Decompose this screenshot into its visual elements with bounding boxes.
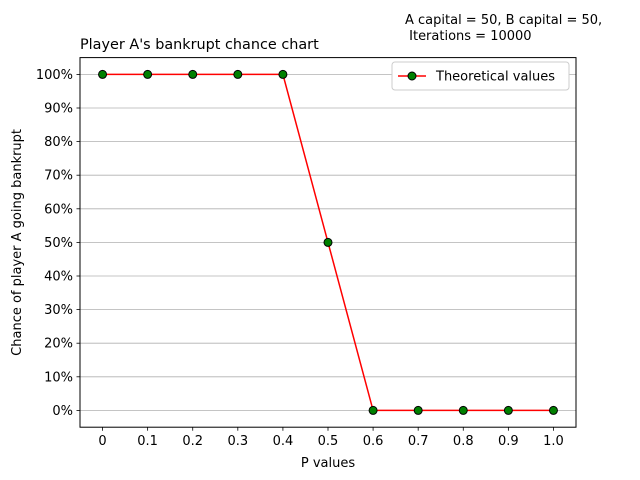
data-point — [323, 237, 333, 247]
legend-box — [391, 61, 570, 91]
x-axis: 0 0.1 0.2 0.3 0.4 0.5 0.6 0.7 0.8 0.9 1.0 — [98, 427, 564, 449]
data-point — [98, 69, 108, 79]
x-tick-label: 0.4 — [273, 434, 294, 449]
x-tick-label: 1.0 — [543, 434, 564, 449]
y-tick-label: 30% — [44, 303, 73, 318]
x-tick-label: 0.9 — [498, 434, 519, 449]
data-point — [143, 69, 153, 79]
data-point — [548, 405, 558, 415]
x-axis-label: P values — [301, 456, 355, 471]
y-tick-label: 20% — [44, 337, 73, 352]
y-tick-label: 10% — [44, 370, 73, 385]
data-point — [503, 405, 513, 415]
annotation-line-1: A capital = 50, B capital = 50, — [405, 13, 602, 28]
chart-title: Player A's bankrupt chance chart — [80, 37, 319, 53]
y-tick-label: 70% — [44, 169, 73, 184]
x-tick-label: 0.5 — [318, 434, 339, 449]
data-point — [278, 69, 288, 79]
series-layer — [98, 69, 558, 415]
data-point — [233, 69, 243, 79]
y-tick-label: 90% — [44, 102, 73, 117]
y-tick-label: 50% — [44, 236, 73, 251]
x-tick-label: 0.7 — [408, 434, 429, 449]
legend: Theoretical values — [391, 61, 570, 91]
legend-marker-swatch — [407, 71, 417, 81]
y-tick-label: 100% — [36, 68, 73, 83]
data-point — [458, 405, 468, 415]
y-tick-label: 0% — [52, 404, 73, 419]
y-tick-label: 40% — [44, 270, 73, 285]
x-tick-label: 0 — [98, 434, 106, 449]
data-point — [188, 69, 198, 79]
x-tick-label: 0.3 — [227, 434, 248, 449]
x-tick-label: 0.6 — [363, 434, 384, 449]
y-axis-label: Chance of player A going bankrupt — [10, 129, 25, 356]
x-tick-label: 0.2 — [182, 434, 203, 449]
x-tick-label: 0.1 — [137, 434, 158, 449]
y-tick-label: 80% — [44, 135, 73, 150]
legend-label-theoretical-values: Theoretical values — [435, 70, 555, 85]
y-axis: 0% 10% 20% 30% 40% 50% 60% 70% 80% 90% 100% — [36, 68, 80, 419]
data-point — [368, 405, 378, 415]
data-point — [413, 405, 423, 415]
x-tick-label: 0.8 — [453, 434, 474, 449]
annotation-line-2: Iterations = 10000 — [405, 29, 532, 44]
y-tick-label: 60% — [44, 202, 73, 217]
